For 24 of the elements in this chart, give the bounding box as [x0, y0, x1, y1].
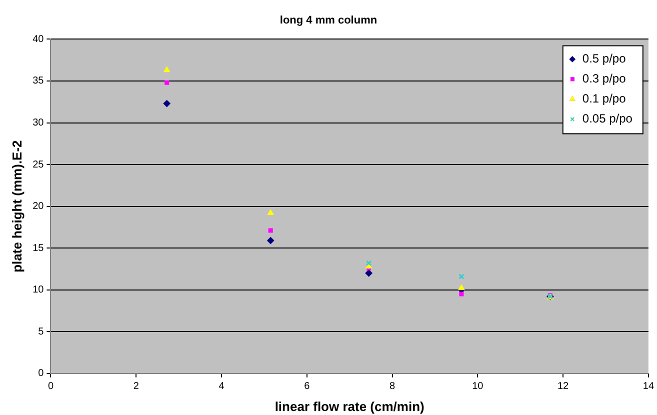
x-tick-label: 8	[389, 381, 396, 392]
x-tick-label: 0	[48, 381, 54, 392]
x-tick-label: 6	[304, 381, 310, 392]
x-tick-label: 14	[642, 381, 654, 392]
legend-label: 0.05 p/po	[582, 112, 633, 126]
y-tick-label: 20	[32, 201, 44, 212]
chart-title: long 4 mm column	[280, 14, 378, 27]
x-axis-title: linear flow rate (cm/min)	[274, 398, 424, 414]
y-tick-label: 25	[32, 159, 44, 170]
legend-label: 0.3 p/po	[582, 72, 626, 86]
y-tick-label: 0	[38, 368, 44, 380]
legend-label: 0.5 p/po	[582, 52, 626, 66]
x-tick-label: 2	[133, 381, 140, 392]
y-tick-label: 40	[32, 34, 44, 45]
x-tick-label: 10	[472, 381, 484, 392]
x-tick-label: 12	[557, 381, 570, 392]
y-tick-label: 35	[32, 76, 44, 87]
y-tick-label: 10	[32, 284, 44, 296]
x-tick-label: 4	[218, 381, 225, 392]
y-axis-title: plate height (mm).E-2	[9, 140, 24, 272]
y-tick-label: 5	[38, 326, 44, 338]
y-tick-label: 15	[32, 242, 44, 254]
legend-label: 0.1 p/po	[582, 92, 626, 106]
y-tick-label: 30	[32, 118, 44, 128]
